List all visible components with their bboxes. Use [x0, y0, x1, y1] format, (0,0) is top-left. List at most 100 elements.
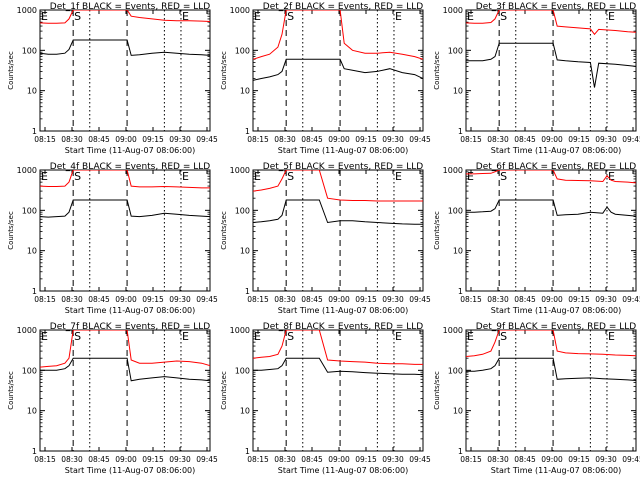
series-line-lld: [253, 10, 423, 60]
time-marker-label: S: [74, 170, 81, 183]
x-tick-label: 08:45: [514, 135, 536, 144]
detector-panel: Det_7f BLACK = Events, RED = LLD Counts/s…: [7, 322, 218, 475]
x-tick-label: 08:30: [487, 135, 509, 144]
x-tick-label: 09:15: [568, 295, 590, 304]
detector-panel: Det_3f BLACK = Events, RED = LLD Counts/s…: [433, 2, 640, 155]
x-tick-label: 09:15: [355, 135, 377, 144]
x-axis-label: Start Time (11-Aug-07 08:06:00): [491, 306, 622, 315]
detector-panel: Det_2f BLACK = Events, RED = LLD Counts/s…: [220, 2, 431, 155]
y-tick-label: 1: [245, 287, 250, 296]
x-tick-label: 09:15: [568, 455, 590, 464]
y-tick-label: 1000: [230, 326, 250, 335]
x-axis-label: Start Time (11-Aug-07 08:06:00): [491, 146, 622, 155]
y-tick-label: 100: [22, 46, 37, 55]
x-tick-label: 09:15: [142, 135, 164, 144]
x-tick-label: 08:15: [460, 455, 482, 464]
time-marker-label: E: [608, 170, 615, 183]
time-marker-label: E: [395, 330, 402, 343]
y-axis-label: Counts/sec: [7, 51, 15, 90]
x-tick-label: 09:00: [328, 455, 350, 464]
series-line-lld: [466, 330, 636, 357]
y-tick-label: 1000: [230, 6, 250, 15]
x-tick-label: 09:30: [382, 295, 404, 304]
panel-title: Det_6f BLACK = Events, RED = LLD: [476, 162, 636, 172]
time-marker-label: S: [287, 170, 294, 183]
x-tick-label: 09:15: [142, 295, 164, 304]
x-tick-label: 09:45: [196, 295, 218, 304]
time-marker-label: E: [395, 10, 402, 23]
y-tick-label: 100: [235, 366, 250, 375]
series-line-events: [466, 357, 636, 381]
panel-title: Det_3f BLACK = Events, RED = LLD: [476, 2, 636, 12]
series-line-events: [466, 199, 636, 217]
y-tick-label: 10: [453, 407, 463, 416]
x-tick-label: 09:00: [328, 295, 350, 304]
time-marker-label: S: [500, 10, 507, 23]
x-tick-label: 09:30: [382, 455, 404, 464]
y-tick-label: 10: [240, 407, 250, 416]
x-axis-label: Start Time (11-Aug-07 08:06:00): [278, 466, 409, 475]
x-tick-label: 08:30: [274, 295, 296, 304]
y-axis-label: Counts/sec: [433, 51, 441, 90]
series-line-lld: [40, 330, 210, 368]
y-tick-label: 1000: [230, 166, 250, 175]
x-axis-label: Start Time (11-Aug-07 08:06:00): [278, 306, 409, 315]
detector-panel: Det_1f BLACK = Events, RED = LLD Counts/s…: [7, 2, 218, 155]
x-tick-label: 09:30: [169, 455, 191, 464]
y-tick-label: 10: [27, 407, 37, 416]
y-tick-label: 10: [240, 87, 250, 96]
time-marker-label: E: [467, 170, 474, 183]
y-tick-label: 1: [32, 287, 37, 296]
x-tick-label: 09:15: [355, 455, 377, 464]
panel-title: Det_5f BLACK = Events, RED = LLD: [263, 162, 423, 172]
x-tick-label: 09:30: [169, 295, 191, 304]
detector-panel: Det_8f BLACK = Events, RED = LLD Counts/s…: [220, 322, 431, 475]
y-tick-label: 100: [235, 46, 250, 55]
x-tick-label: 08:45: [301, 455, 323, 464]
y-tick-label: 1: [245, 127, 250, 136]
series-line-events: [40, 39, 210, 56]
y-tick-label: 1000: [443, 166, 463, 175]
time-marker-label: E: [182, 330, 189, 343]
y-tick-label: 10: [453, 87, 463, 96]
y-tick-label: 1: [245, 447, 250, 456]
y-tick-label: 100: [235, 206, 250, 215]
y-axis-label: Counts/sec: [220, 371, 228, 410]
x-tick-label: 09:45: [622, 135, 640, 144]
time-marker-label: E: [182, 10, 189, 23]
time-marker-label: E: [254, 10, 261, 23]
x-tick-label: 09:45: [622, 455, 640, 464]
detector-panel: Det_9f BLACK = Events, RED = LLD Counts/s…: [433, 322, 640, 475]
series-line-lld: [40, 170, 210, 189]
x-axis-label: Start Time (11-Aug-07 08:06:00): [278, 146, 409, 155]
time-marker-label: E: [608, 330, 615, 343]
detector-panel: Det_4f BLACK = Events, RED = LLD Counts/s…: [7, 162, 218, 315]
x-tick-label: 09:45: [622, 295, 640, 304]
y-tick-label: 1: [458, 447, 463, 456]
y-tick-label: 1: [32, 127, 37, 136]
panel-title: Det_4f BLACK = Events, RED = LLD: [50, 162, 210, 172]
time-marker-label: E: [254, 170, 261, 183]
y-axis-label: Counts/sec: [7, 371, 15, 410]
x-tick-label: 09:15: [568, 135, 590, 144]
y-tick-label: 100: [22, 206, 37, 215]
x-tick-label: 08:15: [34, 295, 56, 304]
x-tick-label: 08:30: [487, 295, 509, 304]
x-tick-label: 09:45: [196, 455, 218, 464]
time-marker-label: S: [500, 170, 507, 183]
y-tick-label: 1000: [443, 6, 463, 15]
y-axis-label: Counts/sec: [220, 51, 228, 90]
x-tick-label: 09:45: [409, 455, 431, 464]
x-tick-label: 09:30: [595, 295, 617, 304]
x-axis-label: Start Time (11-Aug-07 08:06:00): [65, 146, 196, 155]
time-marker-label: S: [74, 330, 81, 343]
series-line-lld: [466, 170, 636, 184]
x-axis-label: Start Time (11-Aug-07 08:06:00): [65, 306, 196, 315]
time-marker-label: E: [467, 330, 474, 343]
x-tick-label: 08:15: [34, 455, 56, 464]
time-marker-label: E: [41, 10, 48, 23]
x-tick-label: 09:00: [541, 135, 563, 144]
x-tick-label: 09:00: [115, 135, 137, 144]
